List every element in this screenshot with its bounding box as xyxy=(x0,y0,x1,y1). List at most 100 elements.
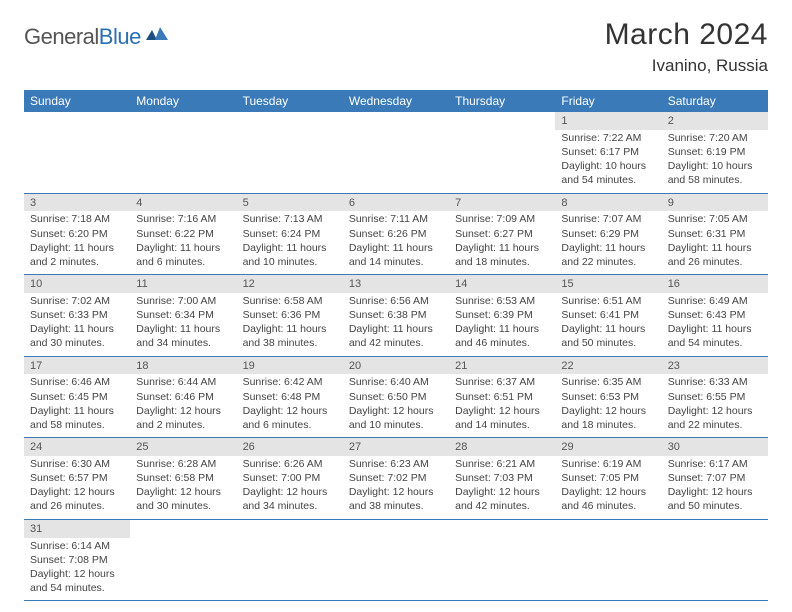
day-number-cell: 28 xyxy=(449,438,555,456)
day-detail-cell: Sunrise: 6:26 AMSunset: 7:00 PMDaylight:… xyxy=(237,456,343,519)
daylight-text-1: Daylight: 11 hours xyxy=(30,241,124,255)
sunset-text: Sunset: 6:36 PM xyxy=(243,308,337,322)
day-detail-cell xyxy=(555,538,661,601)
sunset-text: Sunset: 6:31 PM xyxy=(668,227,762,241)
daylight-text-2: and 2 minutes. xyxy=(136,418,230,432)
sunrise-text: Sunrise: 6:42 AM xyxy=(243,375,337,389)
sunrise-text: Sunrise: 7:22 AM xyxy=(561,131,655,145)
sunrise-text: Sunrise: 6:35 AM xyxy=(561,375,655,389)
daylight-text-1: Daylight: 11 hours xyxy=(30,404,124,418)
day-number-cell xyxy=(24,112,130,130)
sunrise-text: Sunrise: 6:40 AM xyxy=(349,375,443,389)
daylight-text-1: Daylight: 12 hours xyxy=(561,485,655,499)
day-number-cell: 16 xyxy=(662,275,768,293)
day-detail-cell: Sunrise: 6:23 AMSunset: 7:02 PMDaylight:… xyxy=(343,456,449,519)
daylight-text-1: Daylight: 10 hours xyxy=(668,159,762,173)
sunset-text: Sunset: 6:33 PM xyxy=(30,308,124,322)
daylight-text-2: and 22 minutes. xyxy=(668,418,762,432)
day-detail-cell xyxy=(343,538,449,601)
detail-row: Sunrise: 6:14 AMSunset: 7:08 PMDaylight:… xyxy=(24,538,768,601)
daylight-text-1: Daylight: 12 hours xyxy=(668,404,762,418)
sunset-text: Sunset: 6:27 PM xyxy=(455,227,549,241)
day-detail-cell: Sunrise: 6:40 AMSunset: 6:50 PMDaylight:… xyxy=(343,374,449,437)
sunrise-text: Sunrise: 7:00 AM xyxy=(136,294,230,308)
sunrise-text: Sunrise: 6:37 AM xyxy=(455,375,549,389)
logo: GeneralBlue xyxy=(24,24,169,50)
daylight-text-2: and 54 minutes. xyxy=(561,173,655,187)
day-detail-cell xyxy=(24,130,130,193)
daylight-text-1: Daylight: 11 hours xyxy=(561,241,655,255)
day-number-cell: 27 xyxy=(343,438,449,456)
day-detail-cell: Sunrise: 6:51 AMSunset: 6:41 PMDaylight:… xyxy=(555,293,661,356)
day-number-cell: 9 xyxy=(662,193,768,211)
daylight-text-2: and 46 minutes. xyxy=(455,336,549,350)
daylight-text-1: Daylight: 11 hours xyxy=(455,241,549,255)
daylight-text-2: and 18 minutes. xyxy=(455,255,549,269)
day-detail-cell: Sunrise: 6:35 AMSunset: 6:53 PMDaylight:… xyxy=(555,374,661,437)
day-detail-cell: Sunrise: 6:56 AMSunset: 6:38 PMDaylight:… xyxy=(343,293,449,356)
daylight-text-2: and 50 minutes. xyxy=(561,336,655,350)
day-detail-cell: Sunrise: 7:00 AMSunset: 6:34 PMDaylight:… xyxy=(130,293,236,356)
sunset-text: Sunset: 6:41 PM xyxy=(561,308,655,322)
day-detail-cell: Sunrise: 6:17 AMSunset: 7:07 PMDaylight:… xyxy=(662,456,768,519)
sunset-text: Sunset: 6:39 PM xyxy=(455,308,549,322)
sunset-text: Sunset: 7:08 PM xyxy=(30,553,124,567)
sunset-text: Sunset: 6:46 PM xyxy=(136,390,230,404)
day-detail-cell: Sunrise: 6:44 AMSunset: 6:46 PMDaylight:… xyxy=(130,374,236,437)
sunrise-text: Sunrise: 7:11 AM xyxy=(349,212,443,226)
day-number-cell xyxy=(343,112,449,130)
sunrise-text: Sunrise: 6:30 AM xyxy=(30,457,124,471)
daylight-text-2: and 22 minutes. xyxy=(561,255,655,269)
day-number-cell: 18 xyxy=(130,356,236,374)
daylight-text-1: Daylight: 11 hours xyxy=(136,322,230,336)
daylight-text-2: and 34 minutes. xyxy=(136,336,230,350)
weekday-header: Thursday xyxy=(449,90,555,112)
day-number-cell: 29 xyxy=(555,438,661,456)
daylight-text-1: Daylight: 12 hours xyxy=(668,485,762,499)
day-number-cell: 14 xyxy=(449,275,555,293)
sunrise-text: Sunrise: 7:16 AM xyxy=(136,212,230,226)
sunset-text: Sunset: 7:05 PM xyxy=(561,471,655,485)
daylight-text-1: Daylight: 12 hours xyxy=(243,404,337,418)
daylight-text-2: and 42 minutes. xyxy=(455,499,549,513)
sunset-text: Sunset: 6:58 PM xyxy=(136,471,230,485)
day-number-cell: 26 xyxy=(237,438,343,456)
sunset-text: Sunset: 6:55 PM xyxy=(668,390,762,404)
day-number-cell: 12 xyxy=(237,275,343,293)
sunrise-text: Sunrise: 7:18 AM xyxy=(30,212,124,226)
daylight-text-1: Daylight: 11 hours xyxy=(349,241,443,255)
daylight-text-1: Daylight: 12 hours xyxy=(561,404,655,418)
sunrise-text: Sunrise: 6:14 AM xyxy=(30,539,124,553)
daynum-row: 31 xyxy=(24,519,768,537)
day-number-cell: 5 xyxy=(237,193,343,211)
daylight-text-2: and 58 minutes. xyxy=(668,173,762,187)
sunrise-text: Sunrise: 6:44 AM xyxy=(136,375,230,389)
day-number-cell: 22 xyxy=(555,356,661,374)
day-number-cell: 17 xyxy=(24,356,130,374)
daynum-row: 12 xyxy=(24,112,768,130)
sunrise-text: Sunrise: 6:33 AM xyxy=(668,375,762,389)
daylight-text-1: Daylight: 12 hours xyxy=(349,485,443,499)
flag-icon xyxy=(145,26,169,49)
location: Ivanino, Russia xyxy=(605,56,768,76)
day-detail-cell: Sunrise: 7:16 AMSunset: 6:22 PMDaylight:… xyxy=(130,211,236,274)
day-number-cell: 8 xyxy=(555,193,661,211)
sunrise-text: Sunrise: 6:28 AM xyxy=(136,457,230,471)
sunset-text: Sunset: 6:22 PM xyxy=(136,227,230,241)
day-detail-cell: Sunrise: 6:49 AMSunset: 6:43 PMDaylight:… xyxy=(662,293,768,356)
daylight-text-1: Daylight: 11 hours xyxy=(136,241,230,255)
sunrise-text: Sunrise: 7:20 AM xyxy=(668,131,762,145)
daylight-text-2: and 30 minutes. xyxy=(30,336,124,350)
day-detail-cell xyxy=(449,130,555,193)
day-number-cell xyxy=(449,112,555,130)
day-detail-cell: Sunrise: 6:19 AMSunset: 7:05 PMDaylight:… xyxy=(555,456,661,519)
sunrise-text: Sunrise: 7:02 AM xyxy=(30,294,124,308)
daynum-row: 10111213141516 xyxy=(24,275,768,293)
daylight-text-2: and 54 minutes. xyxy=(668,336,762,350)
day-detail-cell: Sunrise: 6:33 AMSunset: 6:55 PMDaylight:… xyxy=(662,374,768,437)
detail-row: Sunrise: 6:30 AMSunset: 6:57 PMDaylight:… xyxy=(24,456,768,519)
daylight-text-2: and 46 minutes. xyxy=(561,499,655,513)
sunrise-text: Sunrise: 6:51 AM xyxy=(561,294,655,308)
sunset-text: Sunset: 6:34 PM xyxy=(136,308,230,322)
month-title: March 2024 xyxy=(605,18,768,52)
